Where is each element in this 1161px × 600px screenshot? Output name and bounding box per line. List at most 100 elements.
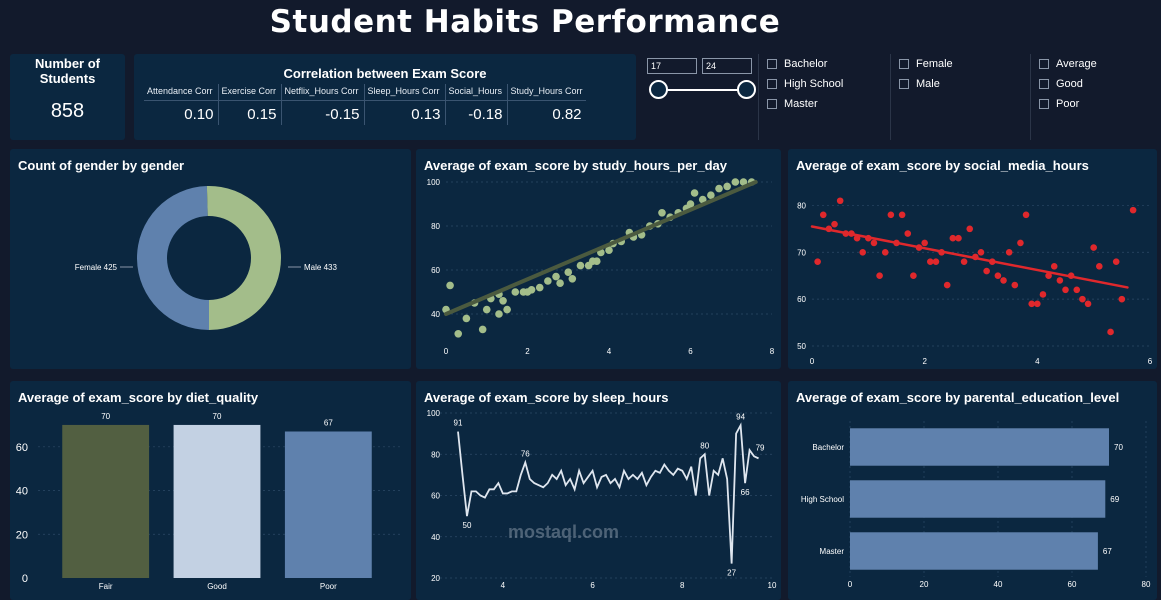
- scatter-point: [1129, 206, 1137, 214]
- y-tick-label: 60: [431, 492, 440, 501]
- age-slider-min-handle[interactable]: [649, 80, 668, 99]
- scatter-point: [1039, 291, 1047, 298]
- age-slider-max-handle[interactable]: [737, 80, 756, 99]
- scatter-point: [658, 209, 666, 217]
- x-tick-label: 0: [848, 580, 853, 589]
- x-tick-label: 8: [770, 347, 775, 356]
- corr-header[interactable]: Attendance Corr: [144, 84, 219, 101]
- y-tick-label: 70: [797, 248, 806, 257]
- chart-title: Average of exam_score by diet_quality: [18, 390, 259, 405]
- scatter-point: [1045, 272, 1052, 280]
- scatter-point: [715, 184, 723, 193]
- chart-social-media-scatter[interactable]: Average of exam_score by social_media_ho…: [788, 149, 1157, 369]
- slicer-divider: [1030, 54, 1031, 140]
- scatter-point: [556, 279, 564, 287]
- gender-filter-female[interactable]: Female: [899, 58, 953, 70]
- x-tick-label: Good: [207, 582, 227, 591]
- age-slider-track[interactable]: [658, 89, 748, 91]
- x-tick-label: 40: [994, 580, 1003, 589]
- trend-line: [444, 180, 758, 316]
- gender-filter-male[interactable]: Male: [899, 78, 940, 90]
- scatter-point: [904, 230, 912, 237]
- corr-value: -0.15: [281, 100, 365, 125]
- bar-bachelor: [850, 428, 1109, 466]
- chart-title: Average of exam_score by parental_educat…: [796, 390, 1120, 405]
- chart-sleep-hours-line[interactable]: Average of exam_score by sleep_hours 20 4…: [416, 381, 781, 600]
- scatter-point: [831, 220, 838, 228]
- scatter-point: [1112, 258, 1120, 265]
- x-tick-label: 4: [1035, 357, 1040, 366]
- x-tick-label: 6: [1148, 357, 1153, 366]
- x-tick-label: 10: [768, 581, 777, 590]
- scatter-point: [943, 281, 951, 289]
- scatter-point: [1050, 263, 1058, 270]
- filter-label: Male: [916, 78, 940, 90]
- checkbox-icon: [899, 59, 909, 69]
- education-filter-high-school[interactable]: High School: [767, 78, 843, 90]
- correlation-table-card: Correlation between Exam Score Attendanc…: [134, 54, 636, 140]
- scatter-point: [739, 178, 748, 186]
- diet-filter-average[interactable]: Average: [1039, 58, 1097, 70]
- line-svg: 20 40 60 80 100 4 6 8 10 91 50 76 80 94 66 79 27: [427, 409, 777, 590]
- checkbox-icon: [1039, 59, 1049, 69]
- education-filter-master[interactable]: Master: [767, 98, 818, 110]
- scatter-point: [454, 330, 463, 338]
- corr-header[interactable]: Sleep_Hours Corr: [364, 84, 446, 101]
- scatter-point: [960, 258, 968, 265]
- correlation-table: Attendance Corr Exercise Corr Netflix_Ho…: [144, 84, 586, 125]
- x-tick-label: 4: [501, 581, 506, 590]
- scatter-point: [1017, 239, 1024, 247]
- scatter-point: [977, 248, 985, 256]
- scatter-point: [1056, 277, 1064, 284]
- corr-header[interactable]: Netflix_Hours Corr: [281, 84, 365, 101]
- chart-study-hours-scatter[interactable]: Average of exam_score by study_hours_per…: [416, 149, 781, 369]
- corr-header[interactable]: Social_Hours: [445, 84, 508, 101]
- y-tick-label: 40: [16, 486, 28, 498]
- donut-svg: Female 425 Male 433: [75, 186, 337, 330]
- scatter-point: [814, 258, 821, 265]
- bar-good: [173, 424, 261, 578]
- x-tick-label: 8: [680, 581, 685, 590]
- data-label: 66: [741, 488, 750, 497]
- bar-master: [850, 532, 1098, 570]
- filter-label: Female: [916, 58, 953, 70]
- scatter-svg: 50 60 70 80 0 2 4 6: [797, 197, 1153, 366]
- kpi-value: 858: [50, 100, 85, 122]
- diet-filter-poor[interactable]: Poor: [1039, 98, 1079, 110]
- data-label: 67: [1103, 547, 1112, 556]
- chart-parental-education-hbar[interactable]: Average of exam_score by parental_educat…: [788, 381, 1157, 600]
- scatter-point: [576, 261, 585, 270]
- y-tick-label: 40: [431, 310, 440, 319]
- corr-header[interactable]: Exercise Corr: [218, 84, 282, 101]
- scatter-point: [994, 272, 1002, 280]
- x-tick-label: Poor: [320, 582, 337, 591]
- chart-gender-donut[interactable]: Count of gender by gender Female 425 Male…: [10, 149, 411, 369]
- x-tick-label: Fair: [99, 582, 113, 591]
- dashboard-title: Student Habits Performance: [269, 4, 781, 40]
- scatter-point: [1073, 286, 1081, 294]
- checkbox-icon: [767, 79, 777, 89]
- scatter-point: [1062, 286, 1069, 294]
- y-tick-label: Bachelor: [812, 443, 844, 452]
- kpi-card-number-of-students: Number of Students 858: [10, 54, 125, 140]
- diet-filter-good[interactable]: Good: [1039, 78, 1083, 90]
- scatter-point: [983, 267, 990, 275]
- scatter-point: [568, 275, 577, 283]
- age-min-input[interactable]: 17: [647, 58, 697, 74]
- y-tick-label: 20: [431, 574, 440, 583]
- age-max-input[interactable]: 24: [702, 58, 752, 74]
- checkbox-icon: [767, 99, 777, 109]
- bar-high-school: [850, 480, 1106, 518]
- data-label: 80: [700, 441, 709, 450]
- corr-header[interactable]: Study_Hours Corr: [507, 84, 586, 101]
- series-line: [457, 422, 759, 564]
- scatter-point: [921, 239, 928, 247]
- data-label: 70: [101, 412, 110, 421]
- scatter-point: [527, 286, 536, 294]
- scatter-point: [1000, 277, 1007, 284]
- chart-diet-quality-bar[interactable]: Average of exam_score by diet_quality 0 2…: [10, 381, 411, 600]
- scatter-point: [698, 195, 707, 204]
- chart-title: Average of exam_score by study_hours_per…: [424, 158, 727, 173]
- x-tick-label: 2: [525, 347, 530, 356]
- education-filter-bachelor[interactable]: Bachelor: [767, 58, 827, 70]
